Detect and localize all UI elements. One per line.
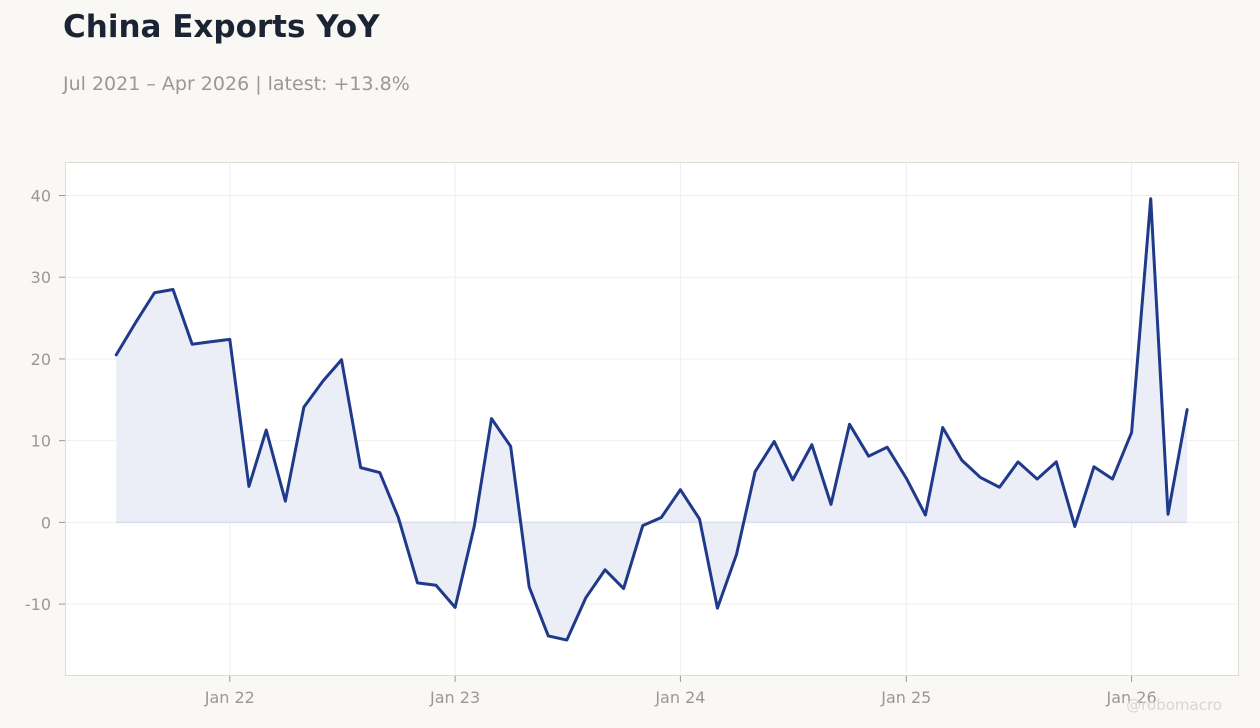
x-tick-label: Jan 24 bbox=[654, 688, 705, 707]
y-tick-label: -10 bbox=[25, 595, 51, 614]
x-tick-label: Jan 22 bbox=[204, 688, 255, 707]
y-tick-label: 10 bbox=[31, 432, 51, 451]
y-tick-label: 30 bbox=[31, 268, 51, 287]
series-line bbox=[114, 197, 1189, 642]
y-tick-label: 40 bbox=[31, 187, 51, 206]
area-fill bbox=[116, 198, 1188, 641]
y-axis-ticks: -10 0 10 20 30 40 bbox=[25, 187, 65, 614]
x-tick-label: Jan 23 bbox=[429, 688, 480, 707]
x-tick-label: Jan 26 bbox=[1106, 688, 1157, 707]
x-tick-label: Jan 25 bbox=[880, 688, 931, 707]
chart-title: China Exports YoY bbox=[63, 9, 380, 45]
x-axis-ticks: Jan 22 Jan 23 Jan 24 Jan 25 Jan 26 bbox=[204, 676, 1157, 707]
y-tick-label: 0 bbox=[41, 513, 51, 532]
plot-area bbox=[65, 162, 1239, 676]
chart-subtitle: Jul 2021 – Apr 2026 | latest: +13.8% bbox=[63, 73, 410, 95]
plot-frame bbox=[65, 162, 1239, 676]
watermark-text: @robomacro bbox=[1126, 696, 1222, 714]
y-tick-label: 20 bbox=[31, 350, 51, 369]
